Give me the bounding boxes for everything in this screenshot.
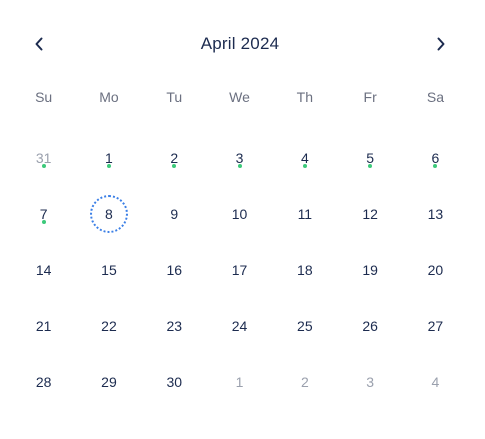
day-number: 15: [101, 262, 117, 278]
chevron-left-icon: [35, 37, 43, 51]
day-number: 19: [362, 262, 378, 278]
day-cell[interactable]: 25: [272, 298, 337, 354]
day-cell[interactable]: 27: [403, 298, 468, 354]
day-cell[interactable]: 1: [207, 354, 272, 410]
day-number: 6: [431, 150, 440, 166]
day-cell[interactable]: 2: [142, 130, 207, 186]
day-number: 14: [35, 262, 52, 278]
day-cell[interactable]: 15: [76, 242, 141, 298]
day-cell[interactable]: 10: [207, 186, 272, 242]
day-number: 7: [39, 206, 48, 222]
day-cell[interactable]: 4: [272, 130, 337, 186]
day-cell[interactable]: 19: [337, 242, 402, 298]
day-cell[interactable]: 17: [207, 242, 272, 298]
day-cell[interactable]: 18: [272, 242, 337, 298]
day-number: 12: [362, 206, 378, 222]
day-cell[interactable]: 1: [76, 130, 141, 186]
day-number: 3: [366, 374, 375, 390]
day-number: 17: [231, 262, 248, 278]
event-dot: [41, 164, 46, 168]
day-number: 8: [105, 206, 113, 222]
day-number: 4: [431, 374, 440, 390]
day-cell[interactable]: 12: [337, 186, 402, 242]
event-dot: [368, 164, 373, 168]
day-number: 22: [101, 318, 117, 334]
weekday-label: We: [229, 89, 250, 105]
day-cell-selected[interactable]: 8: [76, 186, 141, 242]
event-dot: [302, 164, 307, 168]
weekday-label: Su: [35, 89, 53, 105]
day-cell[interactable]: 9: [142, 186, 207, 242]
day-cell[interactable]: 7: [11, 186, 76, 242]
day-cell[interactable]: 11: [272, 186, 337, 242]
day-number: 24: [231, 318, 248, 334]
event-dot: [433, 164, 438, 168]
day-cell[interactable]: 26: [337, 298, 402, 354]
day-number: 30: [166, 374, 183, 390]
day-cell[interactable]: 20: [403, 242, 468, 298]
weekday-label: Th: [296, 89, 313, 105]
next-month-button[interactable]: [427, 30, 455, 58]
event-dot: [41, 220, 46, 224]
weekday-header-row: Su Mo Tu We Th Fr Sa: [11, 86, 468, 108]
day-cell[interactable]: 21: [11, 298, 76, 354]
day-number: 25: [297, 318, 313, 334]
day-cell[interactable]: 4: [403, 354, 468, 410]
day-number: 28: [35, 374, 52, 390]
day-number: 13: [427, 206, 444, 222]
prev-month-button[interactable]: [25, 30, 53, 58]
day-number: 23: [166, 318, 183, 334]
day-number: 5: [366, 150, 375, 166]
weekday-label: Tu: [166, 89, 183, 105]
day-cell[interactable]: 30: [142, 354, 207, 410]
day-cell[interactable]: 28: [11, 354, 76, 410]
day-number: 11: [297, 206, 313, 222]
day-number: 1: [235, 374, 244, 390]
calendar-header: April 2024: [0, 30, 480, 58]
day-number: 31: [35, 150, 52, 166]
day-number: 29: [101, 374, 117, 390]
month-title: April 2024: [200, 34, 280, 53]
day-number: 10: [231, 206, 248, 222]
day-number: 27: [427, 318, 444, 334]
day-cell[interactable]: 29: [76, 354, 141, 410]
chevron-right-icon: [437, 37, 445, 51]
day-number: 2: [170, 150, 179, 166]
day-cell[interactable]: 3: [337, 354, 402, 410]
day-cell[interactable]: 6: [403, 130, 468, 186]
day-number: 4: [300, 150, 309, 166]
day-cell[interactable]: 23: [142, 298, 207, 354]
day-number: 9: [170, 206, 179, 222]
day-cell[interactable]: 14: [11, 242, 76, 298]
event-dot: [106, 164, 111, 168]
day-cell[interactable]: 2: [272, 354, 337, 410]
day-number: 2: [300, 374, 309, 390]
weekday-label: Fr: [363, 89, 377, 105]
day-number: 3: [235, 150, 244, 166]
event-dot: [172, 164, 177, 168]
weekday-label: Sa: [426, 89, 444, 105]
days-grid: 31 1 2 3 4 5 6 7 8 9 10 11 12 13 14 15 16 17 18 19 20 21 22 23 2…: [11, 130, 468, 410]
day-number: 18: [297, 262, 313, 278]
weekday-label: Mo: [99, 89, 119, 105]
day-number: 20: [427, 262, 444, 278]
day-number: 16: [166, 262, 183, 278]
day-cell[interactable]: 22: [76, 298, 141, 354]
day-cell[interactable]: 16: [142, 242, 207, 298]
day-cell[interactable]: 5: [337, 130, 402, 186]
day-cell[interactable]: 31: [11, 130, 76, 186]
day-number: 26: [362, 318, 378, 334]
day-number: 21: [35, 318, 52, 334]
day-cell[interactable]: 3: [207, 130, 272, 186]
event-dot: [237, 164, 242, 168]
day-number: 1: [105, 150, 113, 166]
day-cell[interactable]: 24: [207, 298, 272, 354]
day-cell[interactable]: 13: [403, 186, 468, 242]
